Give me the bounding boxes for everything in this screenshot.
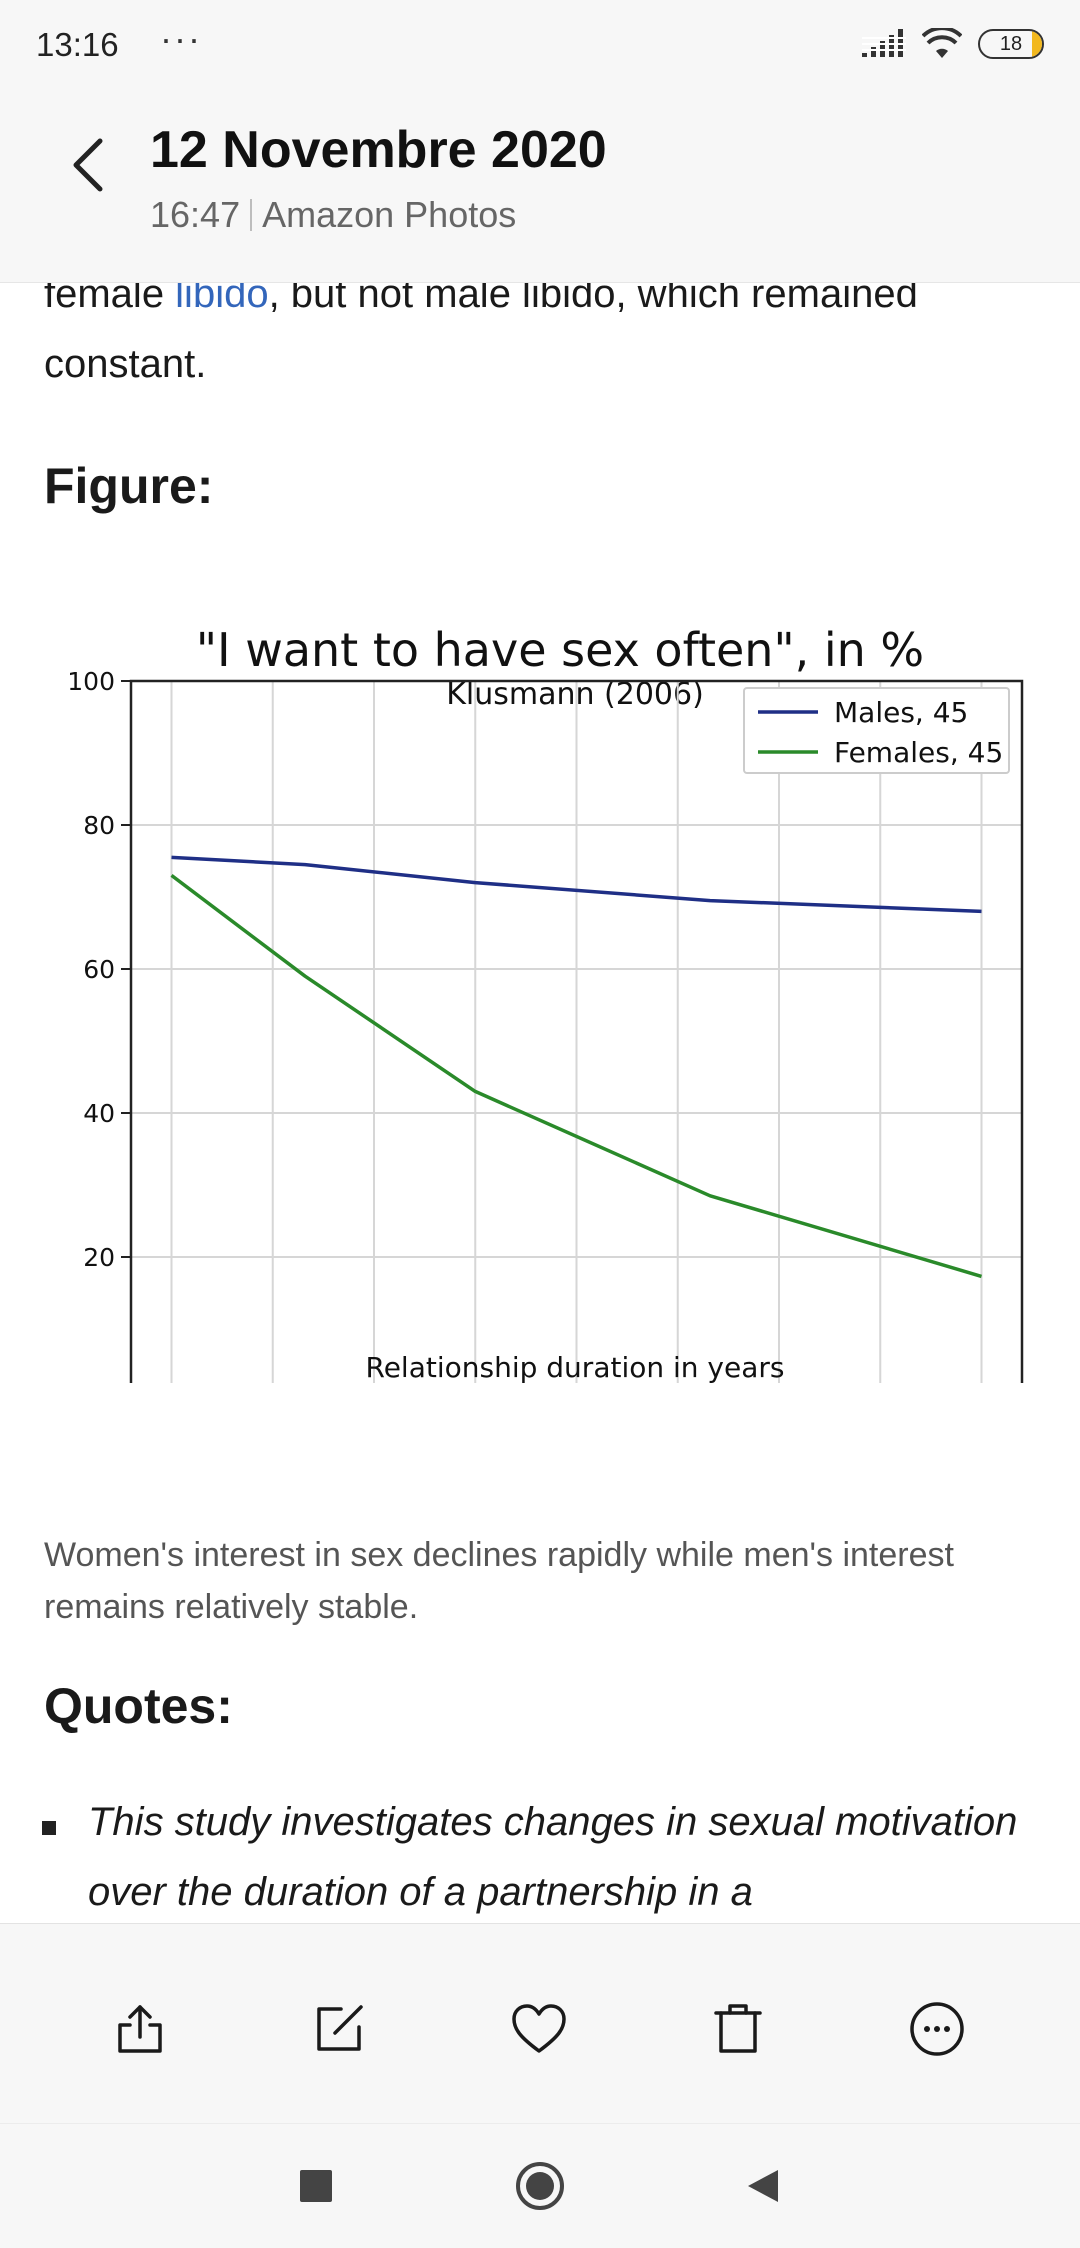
y-tick-label: 100 [67, 667, 115, 696]
edit-button[interactable] [304, 1994, 374, 2064]
photo-time: 16:47 [150, 194, 241, 235]
y-tick-label: 20 [83, 1243, 115, 1272]
photo-content: female libido, but not male libido, whic… [0, 283, 1080, 1923]
photo-meta: 16:47 Amazon Photos [150, 194, 516, 236]
chart-svg: "I want to have sex often", in % Klusman… [67, 623, 1024, 1447]
chart-lines [170, 855, 982, 1279]
trash-icon [714, 2004, 762, 2053]
recents-button[interactable] [284, 2154, 348, 2218]
wifi-icon [922, 28, 962, 58]
system-nav-bar [0, 2123, 1080, 2248]
recents-icon [300, 2170, 332, 2202]
back-icon [748, 2170, 778, 2202]
battery-level: 18 [999, 32, 1023, 55]
status-icons: 18 [862, 26, 1044, 62]
chart-grid [131, 680, 1022, 1402]
nav-back-button[interactable] [730, 2154, 794, 2218]
legend-label-females: Females, 45 [834, 736, 1003, 769]
status-dots: ··· [160, 18, 202, 59]
x-axis-label: Relationship duration in years [366, 1351, 785, 1383]
photo-toolbar [0, 1923, 1080, 2123]
page-title: 12 Novembre 2020 [150, 121, 607, 179]
libido-link[interactable]: libido [175, 283, 269, 316]
paragraph-text: female [44, 283, 176, 316]
home-button[interactable] [508, 2154, 572, 2218]
back-button[interactable] [58, 120, 118, 210]
line-chart: "I want to have sex often", in % Klusman… [44, 583, 1044, 1447]
bullet-marker [42, 1821, 56, 1835]
legend-label-males: Males, 45 [834, 696, 968, 729]
more-button[interactable] [902, 1994, 972, 2064]
photo-header: 12 Novembre 2020 16:47 Amazon Photos [0, 90, 1080, 283]
more-icon [910, 2002, 964, 2056]
figure-caption: Women's interest in sex declines rapidly… [44, 1536, 954, 1626]
battery-icon: 18 [978, 29, 1044, 59]
series-line-males [171, 855, 982, 914]
quote-text: This study investigates changes in sexua… [88, 1800, 1018, 1914]
intro-paragraph: female libido, but not male libido, whic… [44, 283, 1044, 399]
status-time: 13:16 [36, 26, 119, 63]
y-axis-ticks: 020406080100 [67, 667, 131, 1416]
chart-legend: Males, 45 Females, 45 [743, 687, 1010, 774]
figure-heading: Figure: [44, 458, 214, 514]
share-button[interactable] [105, 1994, 175, 2064]
signal-icon [862, 29, 906, 57]
heart-icon [512, 2004, 566, 2053]
delete-button[interactable] [703, 1994, 773, 2064]
home-icon [516, 2162, 564, 2210]
chart-subtitle: Klusmann (2006) [446, 677, 704, 712]
share-icon [118, 2005, 162, 2053]
series-line-females [170, 874, 982, 1279]
chevron-left-icon [73, 138, 103, 192]
edit-icon [317, 2005, 363, 2051]
y-tick-label: 40 [83, 1099, 115, 1128]
y-tick-label: 80 [83, 811, 115, 840]
y-tick-label: 60 [83, 955, 115, 984]
meta-divider [250, 199, 253, 231]
chart-title: "I want to have sex often", in % [196, 623, 924, 677]
favorite-button[interactable] [504, 1994, 574, 2064]
status-bar: 13:16 ··· 18 [0, 0, 1080, 90]
photo-source: Amazon Photos [262, 194, 517, 235]
paragraph-text: , but not male libido, which remained co… [44, 283, 918, 386]
quotes-heading: Quotes: [44, 1678, 233, 1734]
